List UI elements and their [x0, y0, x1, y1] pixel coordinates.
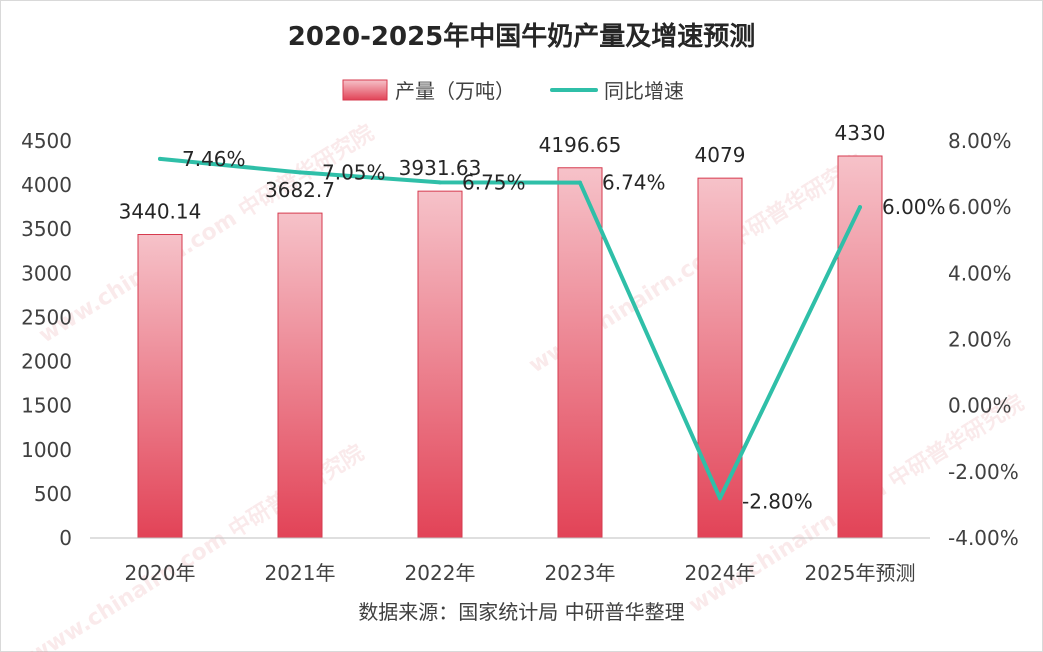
- growth-value-label: -2.80%: [742, 489, 813, 513]
- bar-2024年: [697, 177, 743, 539]
- bar-value-label: 4196.65: [539, 133, 622, 157]
- y-left-tick-label: 2500: [21, 305, 72, 329]
- y-right-tick-label: 6.00%: [948, 195, 1012, 219]
- chart-legend: 产量（万吨） 同比增速: [342, 79, 684, 103]
- y-left-tick-label: 3500: [21, 217, 72, 241]
- growth-value-label: 6.00%: [882, 195, 946, 219]
- growth-point-2022年: [438, 180, 442, 185]
- y-left-tick-label: 2000: [21, 350, 72, 374]
- y-right-tick-label: -4.00%: [948, 526, 1019, 550]
- growth-point-2025年预测: [858, 205, 862, 210]
- y-left-tick-label: 0: [59, 526, 72, 550]
- legend-bar-swatch: [342, 79, 388, 101]
- x-tick-label: 2023年: [545, 561, 616, 585]
- growth-value-label: 7.46%: [182, 147, 246, 171]
- y-right-tick-label: 8.00%: [948, 129, 1012, 153]
- bar-2023年: [557, 167, 603, 539]
- bar-2022年: [417, 190, 463, 539]
- y-left-tick-label: 4500: [21, 129, 72, 153]
- x-tick-label: 2022年: [405, 561, 476, 585]
- bar-series: [137, 155, 883, 539]
- data-labels: 3440.14 3682.7 3931.63 4196.65 4079 4330 7.46%…: [119, 121, 946, 513]
- x-tick-label: 2024年: [685, 561, 756, 585]
- y-right-tick-label: -2.00%: [948, 460, 1019, 484]
- legend-bar-label: 产量（万吨）: [395, 79, 515, 103]
- y-left-tick-label: 3000: [21, 261, 72, 285]
- bar-2020年: [137, 234, 183, 539]
- y-right-tick-label: 4.00%: [948, 261, 1012, 285]
- source-note: 数据来源：国家统计局 中研普华整理: [358, 600, 685, 624]
- bar-2025年预测: [837, 155, 883, 539]
- x-tick-label: 2020年: [125, 561, 196, 585]
- y-left-tick-label: 500: [34, 482, 72, 506]
- line-series: [158, 156, 862, 501]
- bar-value-label: 3440.14: [119, 200, 202, 224]
- legend-line-label: 同比增速: [604, 79, 684, 103]
- x-axis: 2020年 2021年 2022年 2023年 2024年 2025年预测: [90, 537, 930, 585]
- bar-value-label: 3931.63: [399, 156, 482, 180]
- growth-point-2024年: [718, 496, 722, 501]
- growth-point-2020年: [158, 156, 162, 161]
- y-right-tick-label: 0.00%: [948, 394, 1012, 418]
- growth-value-label: 6.75%: [462, 170, 526, 194]
- y-axis-right: -4.00% -2.00% 0.00% 2.00% 4.00% 6.00% 8.00%: [948, 129, 1019, 550]
- growth-value-label: 6.74%: [602, 171, 666, 195]
- bar-value-label: 4330: [835, 121, 886, 145]
- growth-line: [158, 156, 862, 501]
- y-axis-left: 0 500 1000 1500 2000 2500 3000 3500 4000 4500: [21, 129, 72, 550]
- y-left-tick-label: 1000: [21, 438, 72, 462]
- y-left-tick-label: 1500: [21, 394, 72, 418]
- x-tick-label: 2025年预测: [805, 561, 916, 585]
- bar-2021年: [277, 212, 323, 539]
- growth-point-2021年: [298, 170, 302, 175]
- y-left-tick-label: 4000: [21, 173, 72, 197]
- chart-title: 2020-2025年中国牛奶产量及增速预测: [287, 22, 756, 52]
- bar-value-label: 3682.7: [265, 178, 335, 202]
- x-tick-label: 2021年: [265, 561, 336, 585]
- growth-point-2023年: [578, 180, 582, 185]
- y-right-tick-label: 2.00%: [948, 328, 1012, 352]
- growth-value-label: 7.05%: [322, 160, 386, 184]
- bar-value-label: 4079: [695, 143, 746, 167]
